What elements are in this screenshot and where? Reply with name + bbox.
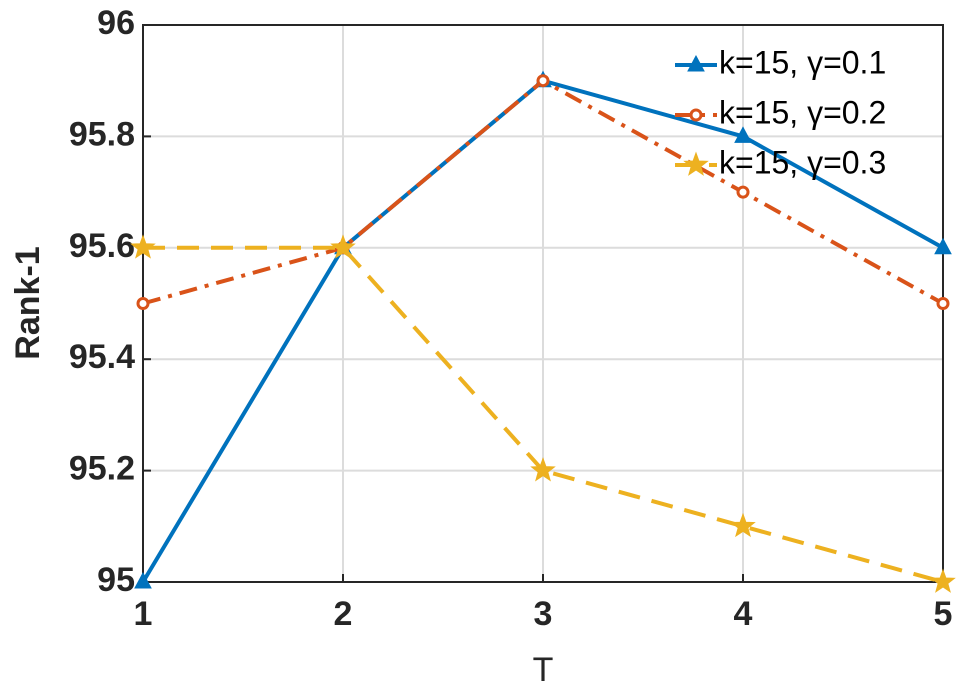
x-tick-label: 3 [534, 595, 553, 633]
marker [734, 126, 752, 143]
legend-label: k=15, γ=0.1 [719, 44, 886, 80]
x-axis-label: T [533, 651, 554, 689]
marker [683, 151, 709, 176]
y-tick-label: 95.8 [69, 115, 135, 153]
marker [689, 108, 703, 122]
marker [130, 234, 156, 259]
x-tick-label: 5 [934, 595, 953, 633]
marker [730, 512, 756, 538]
x-tick-label: 1 [134, 595, 153, 633]
marker [930, 568, 956, 593]
marker [736, 185, 750, 199]
marker [687, 54, 705, 72]
legend-label: k=15, γ=0.3 [719, 144, 886, 180]
marker [536, 74, 550, 88]
legend-label: k=15, γ=0.2 [719, 94, 886, 130]
x-tick-label: 4 [734, 595, 753, 633]
marker [134, 571, 152, 589]
y-tick-label: 95.4 [69, 338, 135, 376]
y-tick-label: 95 [97, 561, 135, 599]
marker [936, 297, 950, 310]
x-tick-label: 2 [334, 595, 353, 633]
y-tick-label: 95.2 [69, 450, 135, 488]
y-axis-label: Rank-1 [9, 246, 47, 359]
marker [530, 457, 556, 482]
y-tick-label: 96 [97, 4, 135, 42]
marker [934, 237, 952, 255]
marker [330, 234, 356, 259]
marker [136, 297, 150, 310]
y-tick-label: 95.6 [69, 227, 135, 265]
